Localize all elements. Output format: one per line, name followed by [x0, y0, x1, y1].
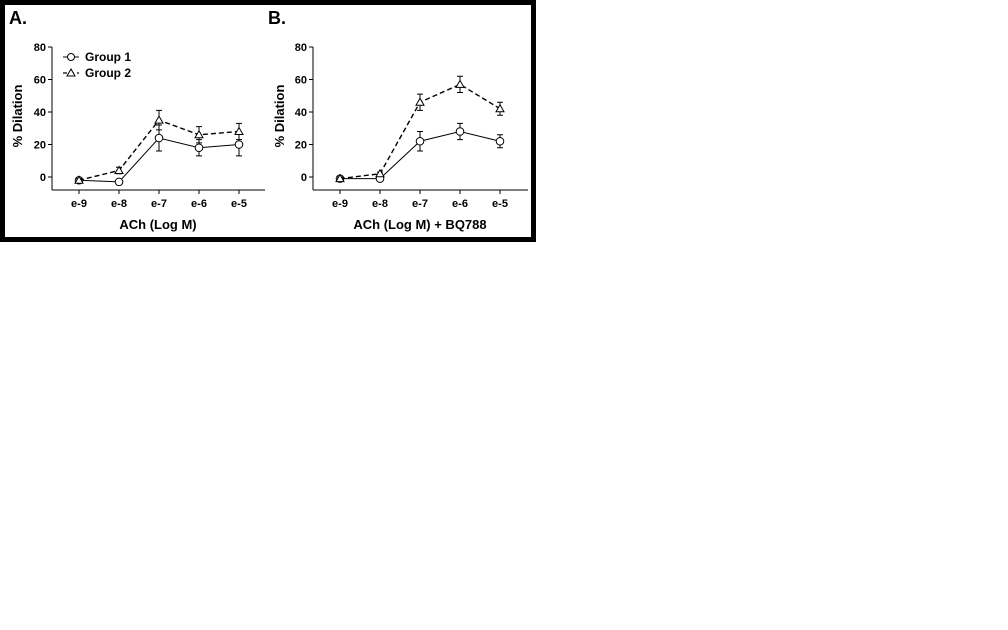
y-tick-label: 20	[295, 140, 307, 152]
data-point	[154, 133, 164, 143]
data-point	[495, 103, 505, 113]
data-point	[234, 140, 244, 149]
panel-letter: A.	[9, 8, 27, 28]
data-point	[495, 136, 505, 146]
y-tick-label: 40	[295, 107, 307, 119]
y-tick-label: 60	[34, 75, 46, 87]
plot-area: 0 20 40 60 80 e-9 e-8 e-7 e-6 e-5	[34, 42, 265, 210]
data-point	[154, 115, 164, 124]
legend-circle-marker	[67, 53, 75, 61]
figure-frame	[0, 0, 536, 242]
y-axis-title: % Dilation	[272, 85, 287, 148]
y-tick-label: 60	[295, 75, 307, 87]
y-tick-label: 20	[34, 140, 46, 152]
legend-item-group-1: Group 1	[63, 50, 131, 64]
plot-area: 0 20 40 60 80 e-9 e-8 e-7 e-6 e-5	[295, 42, 528, 210]
data-point	[455, 79, 465, 88]
data-point	[74, 175, 84, 184]
x-tick-label: e-5	[231, 198, 247, 210]
x-axis-title: ACh (Log M)	[119, 217, 196, 232]
x-tick-label: e-9	[332, 198, 348, 210]
data-point	[375, 168, 385, 178]
figure: A. 0 20 40 60 80 e-9 e-8 e-7 e-6 e-5 % Dilation A…	[0, 0, 536, 242]
legend-triangle-marker	[66, 67, 76, 77]
x-tick-label: e-8	[372, 198, 388, 210]
data-point	[234, 126, 244, 135]
y-tick-label: 0	[301, 172, 307, 184]
legend-label-group-1: Group 1	[85, 50, 131, 64]
data-point	[415, 97, 425, 106]
data-point	[335, 173, 345, 183]
panel-b: B. 0 20 40 60 80 e-9 e-8 e-7 e-6 e-5 % Dilation A…	[268, 8, 528, 232]
y-tick-label: 40	[34, 107, 46, 119]
data-point	[114, 177, 124, 187]
x-tick-label: e-7	[412, 198, 428, 210]
y-tick-label: 0	[40, 172, 46, 184]
y-tick-label: 80	[34, 42, 46, 54]
panel-letter: B.	[268, 8, 286, 28]
data-point	[194, 143, 204, 153]
data-point	[415, 136, 425, 146]
x-tick-label: e-8	[111, 198, 127, 210]
data-point	[194, 129, 204, 139]
x-tick-label: e-6	[452, 198, 468, 210]
x-tick-label: e-5	[492, 198, 508, 210]
data-point	[455, 127, 465, 136]
y-tick-label: 80	[295, 42, 307, 54]
legend-label-group-2: Group 2	[85, 66, 131, 80]
y-axis-title: % Dilation	[10, 85, 25, 148]
legend: Group 1 Group 2	[63, 50, 131, 80]
x-tick-label: e-6	[191, 198, 207, 210]
panel-a: A. 0 20 40 60 80 e-9 e-8 e-7 e-6 e-5 % Dilation A…	[9, 8, 265, 232]
x-axis-title: ACh (Log M) + BQ788	[353, 217, 486, 232]
legend-item-group-2: Group 2	[63, 66, 131, 80]
x-tick-label: e-9	[71, 198, 87, 210]
x-tick-label: e-7	[151, 198, 167, 210]
data-point	[114, 165, 124, 174]
